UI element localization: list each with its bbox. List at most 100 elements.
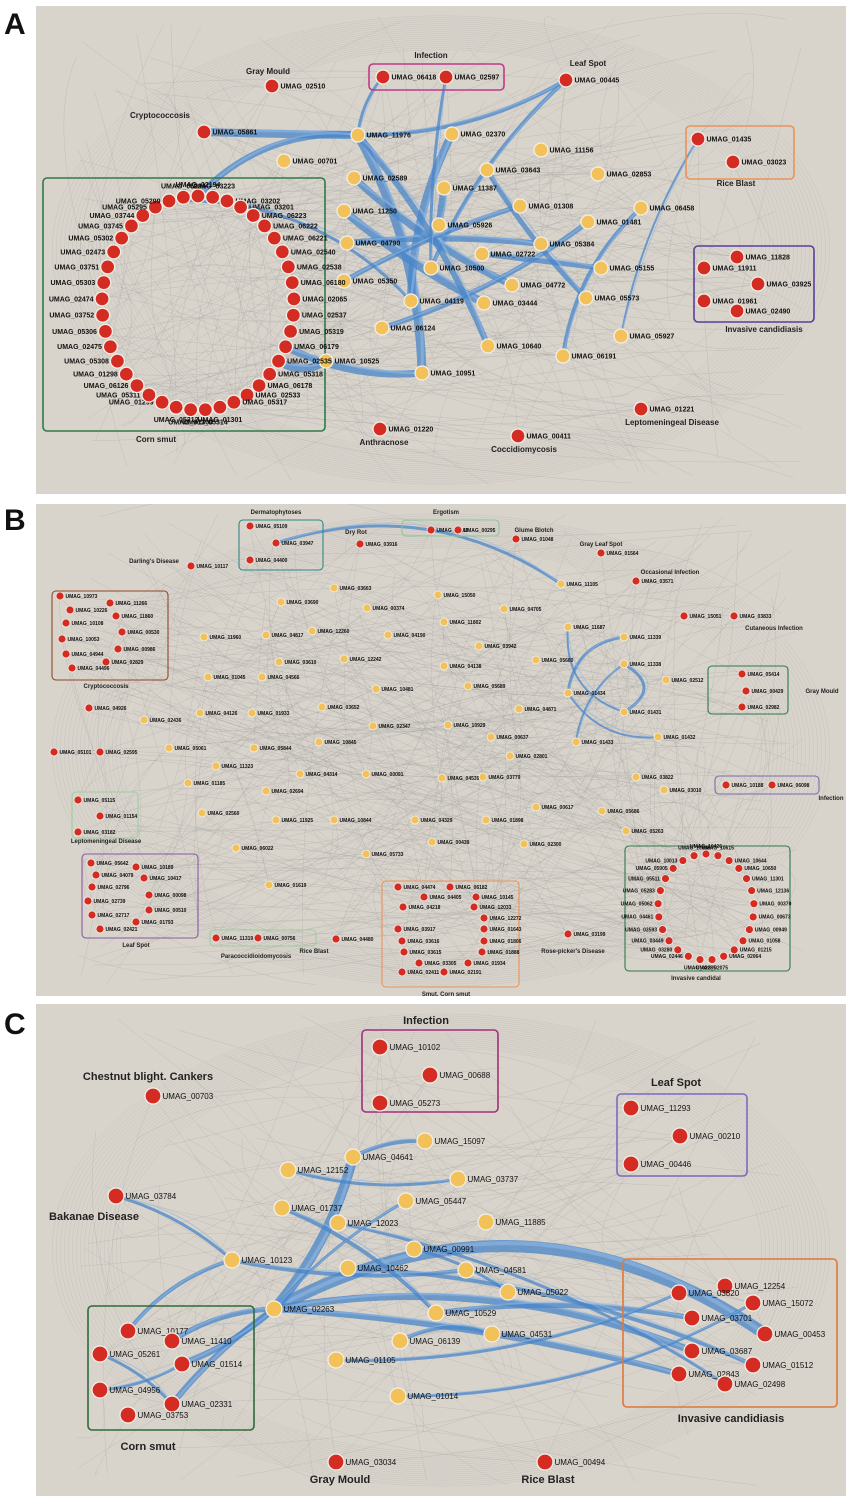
- background-edge: [69, 586, 730, 611]
- disease-label: Cryptococcosis: [130, 111, 191, 120]
- background-edge: [99, 22, 165, 283]
- background-edge: [322, 267, 432, 404]
- node-label: UMAG_04641: [363, 1153, 414, 1162]
- background-edge: [88, 586, 735, 709]
- background-edge: [403, 817, 474, 953]
- background-edge: [353, 16, 616, 179]
- disease-gene-node: [67, 663, 77, 673]
- background-edge: [475, 778, 680, 898]
- node-label: UMAG_10844: [340, 818, 372, 824]
- node-label: UMAG_02538: [297, 264, 342, 271]
- node-label: UMAG_04329: [421, 818, 453, 824]
- node-label: UMAG_02075: [696, 966, 728, 972]
- background-edge: [109, 602, 377, 933]
- node-label: UMAG_00673: [759, 915, 791, 921]
- disease-gene-node: [393, 924, 403, 934]
- disease-gene-node: [245, 555, 255, 565]
- hub-gene-node: [478, 772, 488, 782]
- background-edge: [600, 267, 744, 349]
- group-box: [685, 125, 795, 180]
- disease-label: Bakanae Disease: [49, 1211, 139, 1223]
- disease-gene-node: [239, 387, 255, 403]
- background-edge: [350, 895, 670, 941]
- node-label: UMAG_05283: [623, 888, 655, 894]
- background-arc: [116, 1045, 766, 1455]
- disease-gene-node: [683, 1309, 701, 1327]
- background-edge: [395, 267, 705, 284]
- hub-gene-node: [613, 328, 629, 344]
- node-label: UMAG_05109: [256, 524, 288, 530]
- background-edge: [490, 620, 744, 738]
- edge-highlight: [399, 1323, 493, 1342]
- background-edge: [211, 634, 389, 808]
- background-edge: [697, 138, 719, 459]
- node-label: UMAG_02722: [491, 251, 536, 258]
- disease-label: Gray Mould: [246, 67, 290, 76]
- background-edge: [231, 1259, 608, 1398]
- hub-gene-node: [593, 260, 609, 276]
- node-label: UMAG_01933: [258, 711, 290, 717]
- background-edge: [540, 243, 728, 399]
- background-edge: [343, 583, 562, 879]
- hub-gene-node: [486, 732, 496, 742]
- background-edge: [135, 866, 431, 978]
- node-label: UMAG_15050: [444, 593, 476, 599]
- background-edge: [255, 688, 377, 864]
- background-edge: [579, 634, 630, 713]
- background-arc: [104, 539, 778, 961]
- node-label: UMAG_04944: [72, 652, 104, 658]
- background-edge: [662, 891, 724, 933]
- background-edge: [156, 736, 492, 926]
- disease-gene-node: [163, 1332, 181, 1350]
- background-edge: [264, 225, 542, 328]
- background-edge: [254, 1074, 431, 1285]
- node-label: UMAG_05294: [161, 183, 206, 190]
- disease-gene-node: [756, 1325, 774, 1343]
- background-edge: [596, 840, 740, 869]
- node-label: UMAG_05308: [64, 359, 109, 366]
- hub-gene-node: [339, 1259, 357, 1277]
- background-edge: [164, 85, 273, 431]
- background-edge: [402, 699, 637, 780]
- disease-gene-node: [469, 902, 479, 912]
- background-edge: [237, 1302, 754, 1477]
- group-box: [624, 845, 791, 972]
- node-label: UMAG_04119: [420, 298, 464, 305]
- background-edge: [367, 1328, 399, 1397]
- background-edge: [323, 1228, 337, 1463]
- background-edge: [443, 714, 620, 973]
- disease-gene-node: [114, 230, 130, 246]
- background-edge: [443, 929, 577, 973]
- hub-gene-node: [653, 732, 663, 742]
- disease-gene-node: [654, 912, 664, 922]
- background-edge: [473, 819, 495, 984]
- background-edge: [69, 609, 468, 764]
- background-edge: [573, 620, 747, 879]
- hub-gene-node: [463, 681, 473, 691]
- background-edge: [117, 539, 364, 650]
- disease-gene-node: [141, 387, 157, 403]
- background-edge: [109, 829, 270, 886]
- disease-gene-node: [94, 291, 110, 307]
- node-label: UMAG_05384: [550, 241, 595, 248]
- node-label: UMAG_01643: [490, 927, 522, 933]
- disease-gene-node: [664, 936, 674, 946]
- background-edge: [441, 709, 580, 779]
- node-label: UMAG_11828: [746, 254, 790, 261]
- disease-gene-node: [695, 955, 705, 964]
- background-edge: [91, 637, 277, 888]
- background-edge: [168, 702, 715, 749]
- edge: [98, 1352, 174, 1406]
- disease-gene-node: [426, 525, 436, 535]
- disease-gene-node: [419, 892, 429, 902]
- background-edge: [414, 819, 587, 885]
- group-box: [401, 519, 500, 537]
- node-label: UMAG_11319: [222, 936, 254, 942]
- background-edge: [563, 531, 602, 554]
- node-label: UMAG_02411: [408, 970, 440, 976]
- background-edge: [168, 200, 719, 324]
- background-edge: [83, 848, 101, 930]
- hub-gene-node: [619, 659, 629, 669]
- node-label: UMAG_01308: [529, 203, 574, 210]
- hub-gene-node: [307, 626, 317, 636]
